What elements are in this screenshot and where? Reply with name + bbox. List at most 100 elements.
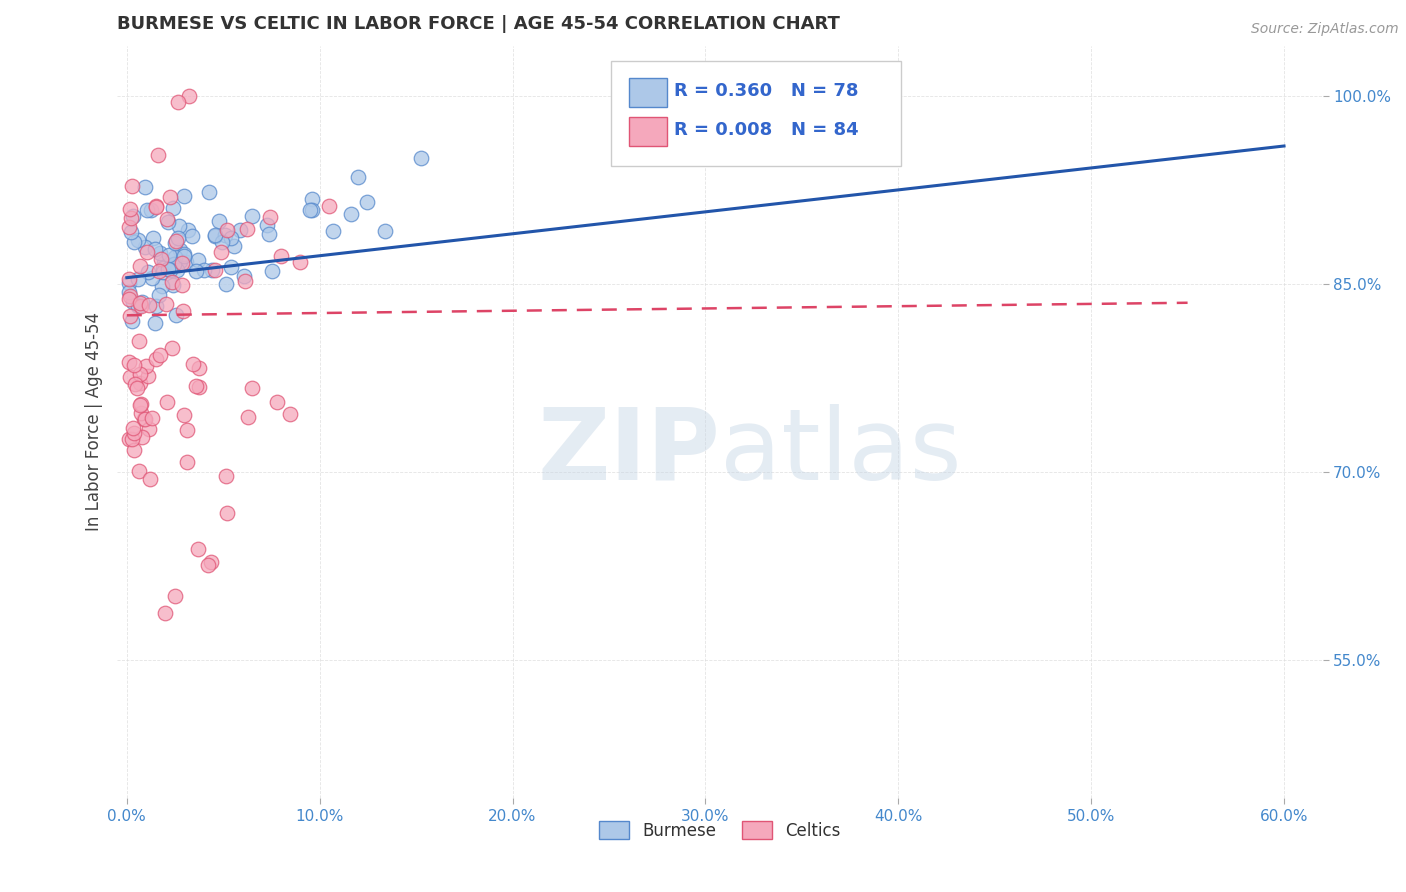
- Point: [121, 433, 143, 447]
- Point: [124, 442, 146, 457]
- Point: [152, 265, 174, 279]
- Point: [176, 423, 198, 437]
- Point: [233, 274, 256, 288]
- Point: [136, 203, 159, 218]
- Text: R = 0.008   N = 84: R = 0.008 N = 84: [673, 121, 859, 139]
- Point: [153, 256, 176, 270]
- Point: [162, 278, 184, 293]
- Point: [169, 253, 191, 268]
- Point: [167, 95, 190, 109]
- Point: [145, 351, 167, 366]
- Point: [121, 209, 143, 223]
- Point: [129, 397, 152, 411]
- Point: [145, 200, 167, 214]
- Point: [139, 471, 162, 485]
- Y-axis label: In Labor Force | Age 45-54: In Labor Force | Age 45-54: [86, 312, 103, 532]
- Point: [122, 358, 145, 372]
- Point: [129, 296, 152, 310]
- Point: [208, 214, 231, 228]
- Point: [149, 245, 172, 260]
- Point: [157, 262, 180, 277]
- Point: [173, 189, 195, 203]
- Point: [118, 272, 141, 286]
- Point: [236, 409, 259, 424]
- Point: [159, 263, 181, 277]
- Point: [149, 348, 172, 362]
- Point: [165, 234, 187, 248]
- Point: [215, 223, 238, 237]
- Point: [176, 455, 198, 469]
- Point: [129, 299, 152, 313]
- Point: [187, 542, 209, 557]
- Point: [142, 230, 165, 244]
- Point: [214, 228, 236, 243]
- Point: [156, 215, 179, 229]
- Point: [201, 262, 224, 277]
- Point: [136, 265, 159, 279]
- Point: [157, 248, 180, 262]
- Point: [155, 296, 177, 310]
- Point: [132, 412, 155, 426]
- Point: [160, 341, 183, 355]
- Point: [145, 199, 167, 213]
- Point: [257, 227, 280, 241]
- Point: [120, 309, 142, 323]
- Point: [290, 255, 312, 269]
- Point: [301, 203, 323, 218]
- Point: [232, 268, 254, 283]
- Point: [222, 239, 245, 253]
- Point: [301, 192, 323, 206]
- Point: [221, 260, 243, 275]
- Point: [127, 272, 149, 286]
- Point: [121, 314, 143, 328]
- Point: [236, 221, 259, 235]
- Legend: Burmese, Celtics: Burmese, Celtics: [593, 814, 846, 847]
- Point: [134, 179, 156, 194]
- Point: [374, 224, 396, 238]
- Point: [215, 468, 238, 483]
- Point: [162, 202, 184, 216]
- Point: [160, 275, 183, 289]
- Point: [204, 228, 226, 243]
- Point: [135, 359, 157, 373]
- Point: [200, 555, 222, 569]
- Point: [188, 379, 211, 393]
- Point: [163, 258, 186, 272]
- Point: [128, 398, 150, 412]
- Point: [128, 334, 150, 349]
- Point: [120, 211, 142, 226]
- Point: [156, 395, 179, 409]
- Point: [411, 151, 433, 165]
- Point: [134, 411, 156, 425]
- Point: [318, 199, 340, 213]
- Point: [129, 368, 152, 382]
- Point: [118, 293, 141, 307]
- Point: [136, 244, 159, 259]
- Point: [181, 228, 204, 243]
- Point: [165, 250, 187, 264]
- Point: [143, 243, 166, 257]
- Point: [120, 225, 142, 239]
- Point: [124, 235, 146, 249]
- Point: [259, 211, 281, 225]
- Point: [240, 381, 263, 395]
- Point: [165, 308, 187, 322]
- Point: [148, 287, 170, 301]
- Point: [262, 264, 284, 278]
- Point: [270, 249, 292, 263]
- Point: [127, 233, 149, 247]
- Point: [129, 259, 152, 273]
- FancyBboxPatch shape: [630, 78, 666, 107]
- Point: [145, 299, 167, 313]
- Point: [163, 589, 186, 603]
- Point: [118, 285, 141, 299]
- Point: [193, 263, 215, 277]
- Text: BURMESE VS CELTIC IN LABOR FORCE | AGE 45-54 CORRELATION CHART: BURMESE VS CELTIC IN LABOR FORCE | AGE 4…: [117, 15, 839, 33]
- Point: [143, 316, 166, 330]
- Point: [339, 207, 361, 221]
- Point: [153, 606, 176, 620]
- Point: [152, 261, 174, 276]
- Point: [173, 408, 195, 422]
- Point: [138, 422, 160, 436]
- FancyBboxPatch shape: [630, 117, 666, 145]
